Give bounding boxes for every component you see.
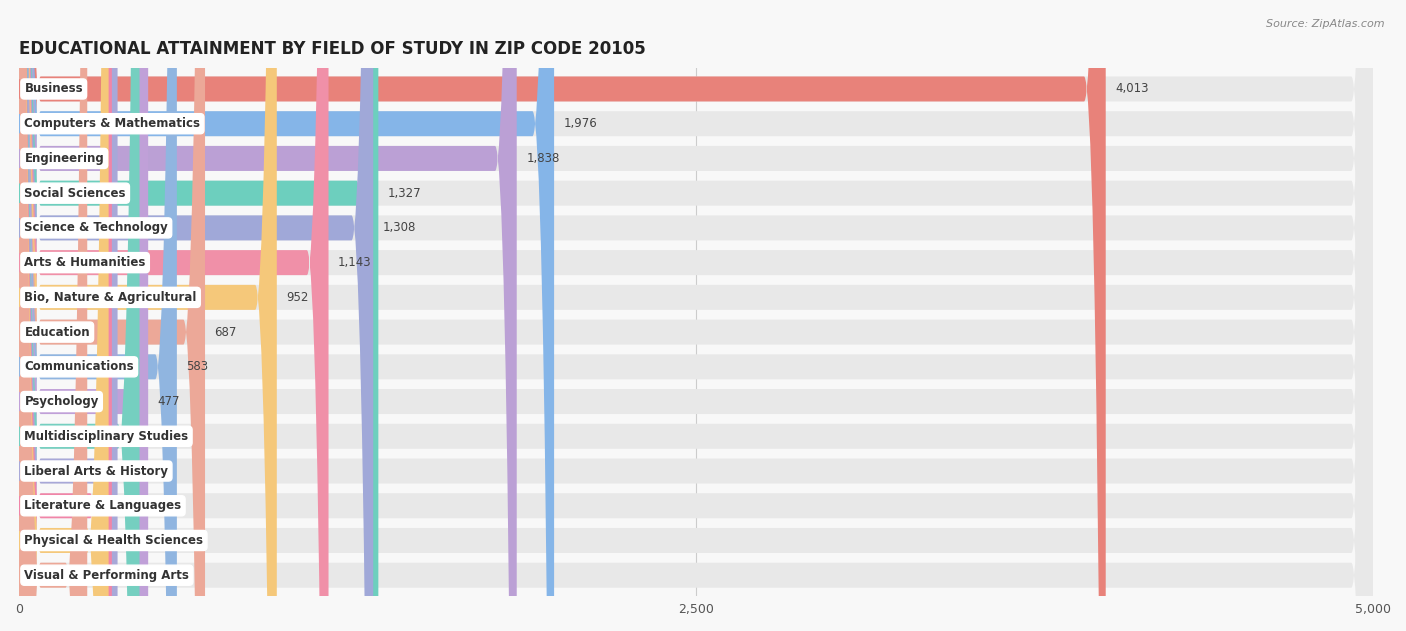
FancyBboxPatch shape [20, 0, 177, 631]
FancyBboxPatch shape [20, 0, 1374, 631]
Text: 252: 252 [97, 569, 120, 582]
FancyBboxPatch shape [20, 0, 1374, 631]
FancyBboxPatch shape [20, 0, 1374, 631]
Text: 445: 445 [149, 430, 172, 443]
FancyBboxPatch shape [20, 0, 205, 631]
Text: 583: 583 [187, 360, 208, 374]
Text: Liberal Arts & History: Liberal Arts & History [24, 464, 169, 478]
Text: 952: 952 [287, 291, 309, 304]
FancyBboxPatch shape [20, 0, 554, 631]
Text: 1,327: 1,327 [388, 187, 422, 199]
FancyBboxPatch shape [20, 0, 517, 631]
FancyBboxPatch shape [20, 0, 1105, 631]
Text: Communications: Communications [24, 360, 134, 374]
Text: Physical & Health Sciences: Physical & Health Sciences [24, 534, 204, 547]
Text: 687: 687 [215, 326, 236, 339]
FancyBboxPatch shape [20, 0, 329, 631]
Text: EDUCATIONAL ATTAINMENT BY FIELD OF STUDY IN ZIP CODE 20105: EDUCATIONAL ATTAINMENT BY FIELD OF STUDY… [20, 40, 645, 58]
FancyBboxPatch shape [20, 0, 108, 631]
Text: Engineering: Engineering [24, 152, 104, 165]
FancyBboxPatch shape [20, 0, 1374, 631]
Text: Social Sciences: Social Sciences [24, 187, 127, 199]
FancyBboxPatch shape [20, 0, 112, 631]
Text: Science & Technology: Science & Technology [24, 221, 169, 234]
Text: 477: 477 [157, 395, 180, 408]
Text: 4,013: 4,013 [1115, 83, 1149, 95]
Text: Education: Education [24, 326, 90, 339]
Text: 343: 343 [121, 499, 143, 512]
Text: 1,976: 1,976 [564, 117, 598, 130]
FancyBboxPatch shape [20, 0, 1374, 631]
FancyBboxPatch shape [20, 0, 1374, 631]
FancyBboxPatch shape [20, 0, 1374, 631]
Text: Literature & Languages: Literature & Languages [24, 499, 181, 512]
FancyBboxPatch shape [20, 0, 277, 631]
Text: Source: ZipAtlas.com: Source: ZipAtlas.com [1267, 19, 1385, 29]
Text: Bio, Nature & Agricultural: Bio, Nature & Agricultural [24, 291, 197, 304]
FancyBboxPatch shape [20, 0, 1374, 631]
FancyBboxPatch shape [20, 0, 373, 631]
Text: Business: Business [24, 83, 83, 95]
Text: Visual & Performing Arts: Visual & Performing Arts [24, 569, 190, 582]
Text: Multidisciplinary Studies: Multidisciplinary Studies [24, 430, 188, 443]
FancyBboxPatch shape [20, 0, 87, 631]
FancyBboxPatch shape [20, 0, 1374, 631]
FancyBboxPatch shape [20, 0, 1374, 631]
FancyBboxPatch shape [20, 0, 378, 631]
Text: Arts & Humanities: Arts & Humanities [24, 256, 146, 269]
FancyBboxPatch shape [20, 0, 139, 631]
Text: 1,143: 1,143 [337, 256, 371, 269]
Text: 364: 364 [127, 464, 149, 478]
Text: Computers & Mathematics: Computers & Mathematics [24, 117, 201, 130]
FancyBboxPatch shape [20, 0, 148, 631]
Text: Psychology: Psychology [24, 395, 98, 408]
Text: 331: 331 [118, 534, 141, 547]
Text: 1,308: 1,308 [382, 221, 416, 234]
FancyBboxPatch shape [20, 0, 1374, 631]
FancyBboxPatch shape [20, 0, 118, 631]
Text: 1,838: 1,838 [526, 152, 560, 165]
FancyBboxPatch shape [20, 0, 1374, 631]
FancyBboxPatch shape [20, 0, 1374, 631]
FancyBboxPatch shape [20, 0, 1374, 631]
FancyBboxPatch shape [20, 0, 1374, 631]
